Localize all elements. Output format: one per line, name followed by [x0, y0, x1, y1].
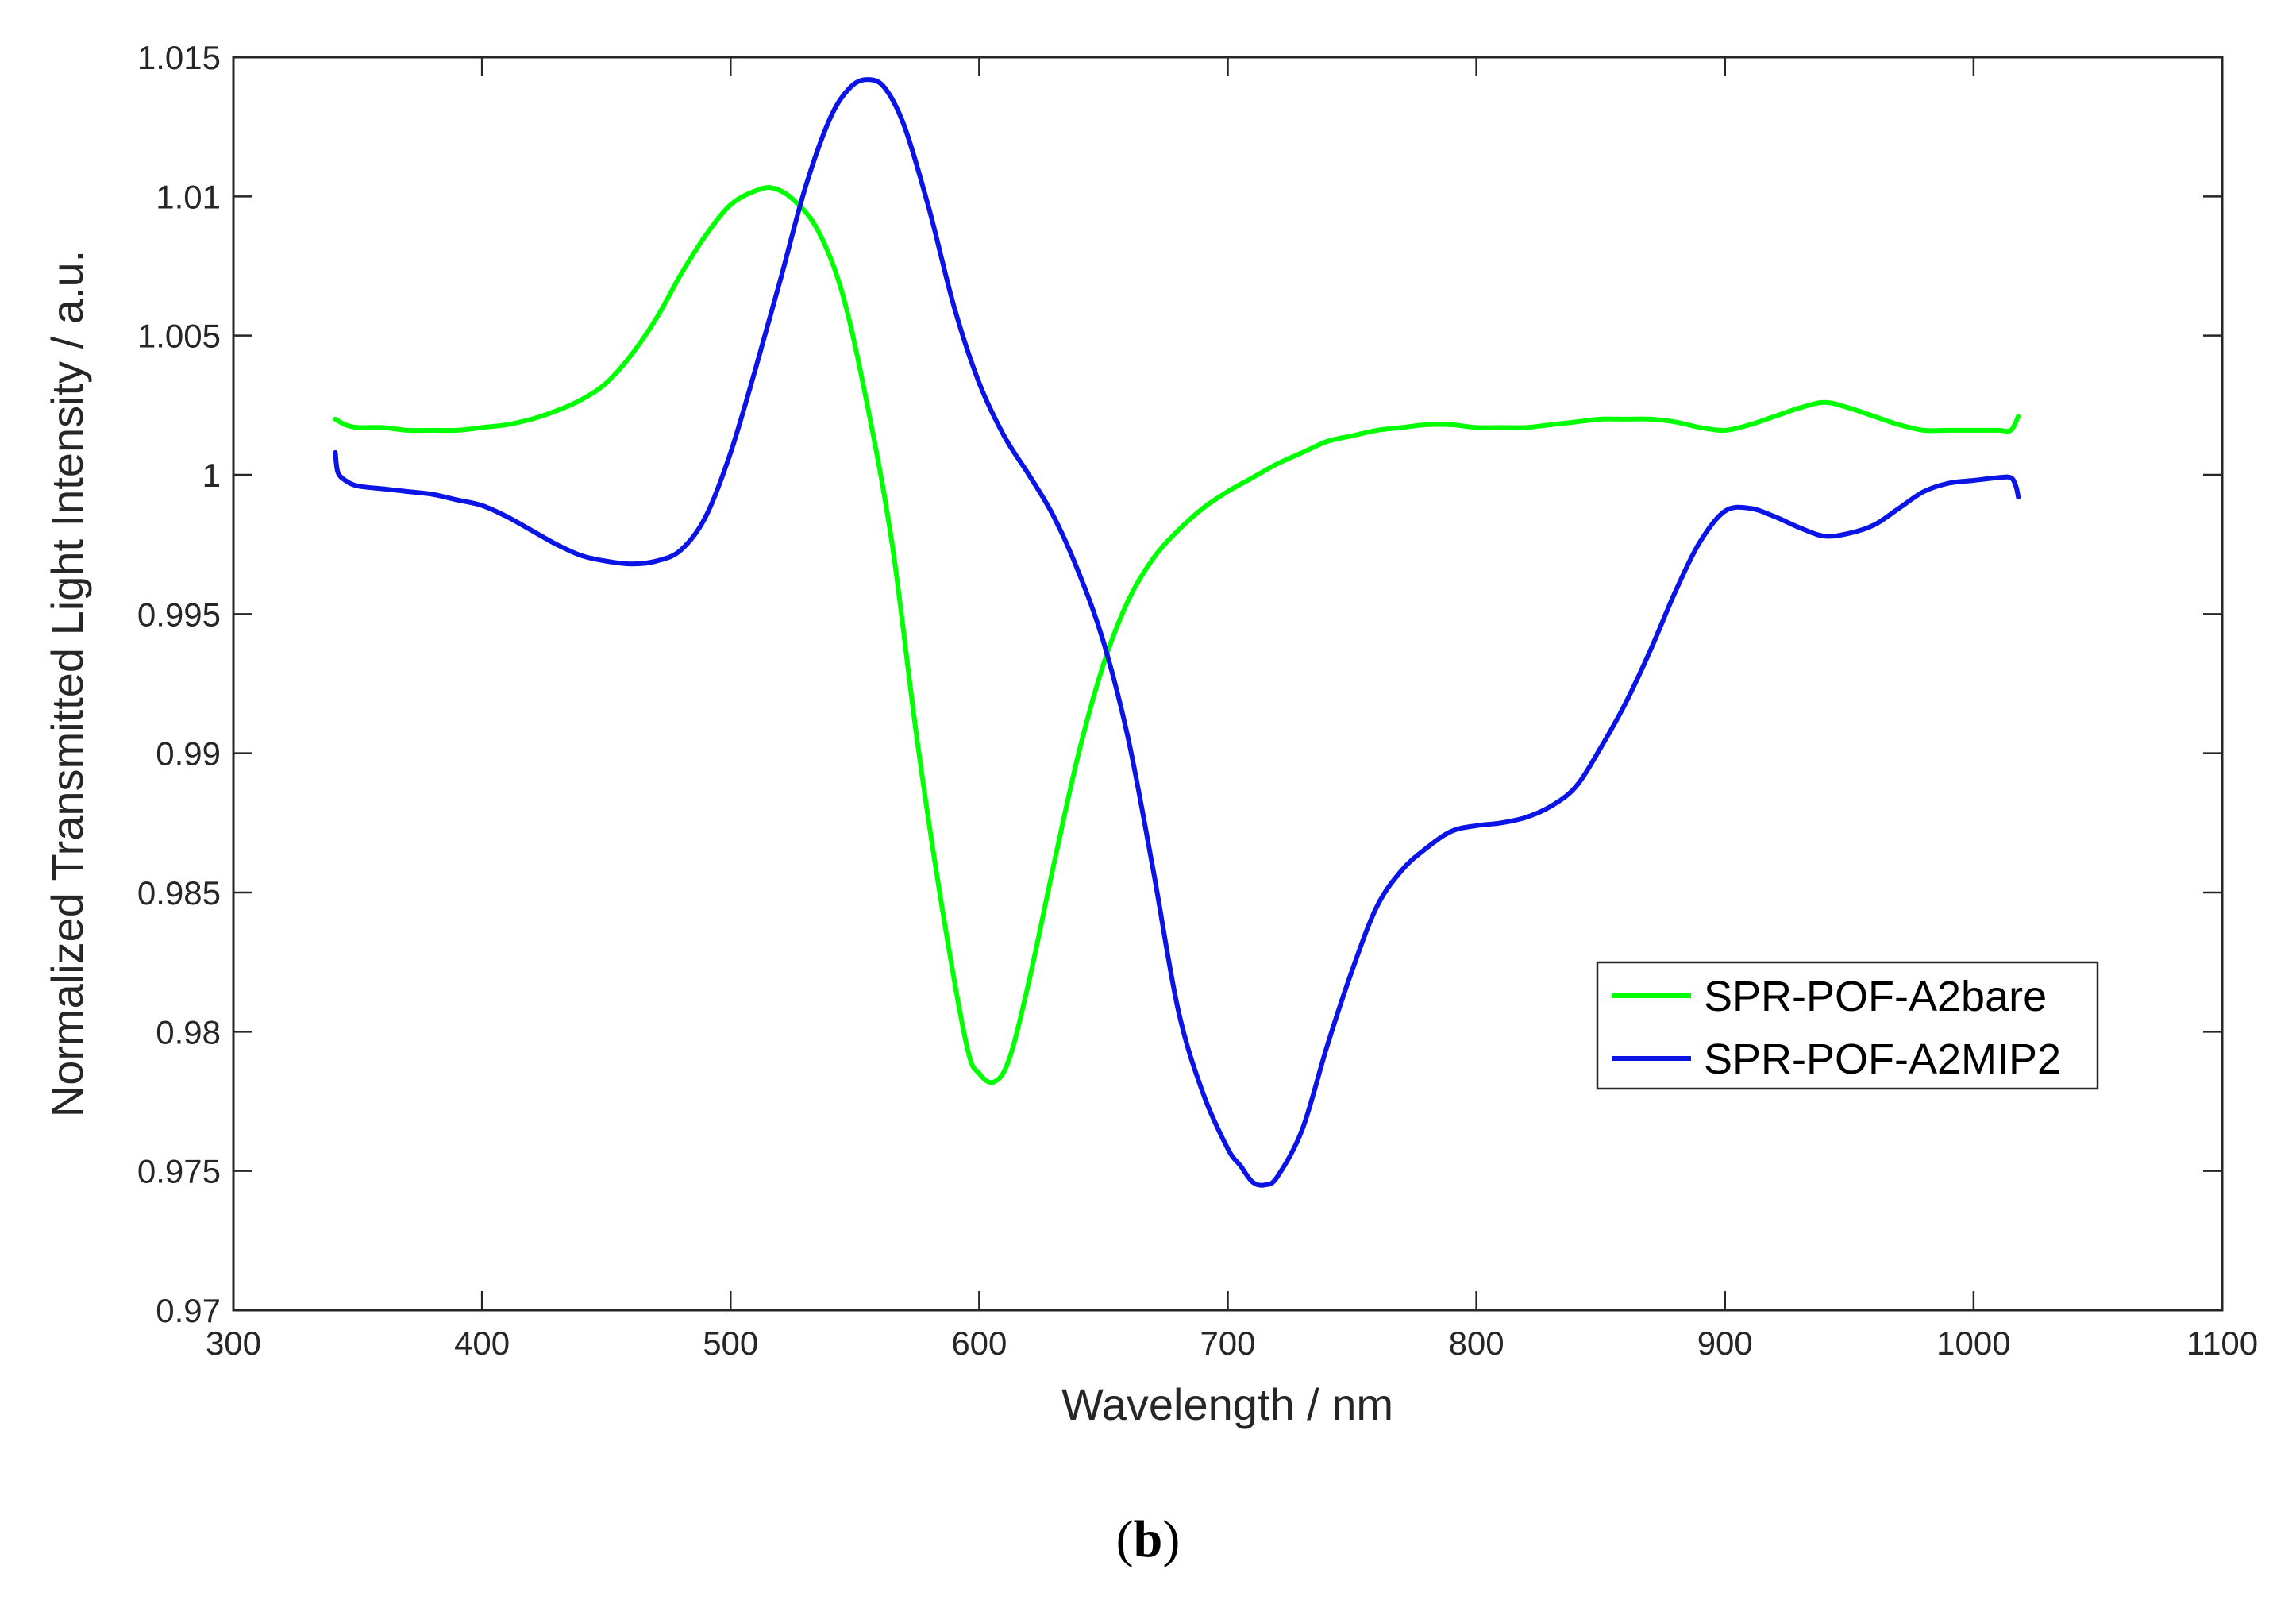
series-lines — [333, 77, 2021, 1188]
axes-box — [232, 56, 2224, 1312]
y-tick-label-0.98: 0.98 — [156, 1013, 221, 1051]
y-tick-label-1.015: 1.015 — [137, 39, 221, 76]
y-tick-label-0.985: 0.985 — [137, 874, 221, 912]
x-tick-label-300: 300 — [206, 1324, 261, 1362]
x-axis-title: Wavelength / nm — [1061, 1379, 1393, 1429]
figure-caption: (b) — [1116, 1510, 1181, 1568]
y-tick-label-0.97: 0.97 — [156, 1292, 221, 1329]
caption-letter: b — [1134, 1510, 1163, 1568]
plot-area — [232, 56, 2224, 1312]
y-axis-title: Normalized Transmitted Light Intensity /… — [42, 250, 92, 1118]
x-tick-label-800: 800 — [1449, 1324, 1504, 1362]
legend: SPR-POF-A2bare SPR-POF-A2MIP2 — [1596, 961, 2099, 1090]
y-tick-label-0.99: 0.99 — [156, 735, 221, 773]
y-tick-label-1.01: 1.01 — [156, 178, 221, 215]
x-tick-label-500: 500 — [703, 1324, 758, 1362]
caption-close-paren: ) — [1162, 1510, 1180, 1568]
x-tick-label-1000: 1000 — [1936, 1324, 2010, 1362]
y-tick-label-1: 1 — [202, 457, 221, 494]
series-line-a2bare — [333, 185, 2021, 1085]
axis-ticks: 300 400 500 600 700 800 900 1000 1100 0.97 0.975 0.… — [137, 39, 2258, 1362]
x-tick-label-1100: 1100 — [2186, 1324, 2258, 1362]
series-line-a2mip2 — [333, 77, 2021, 1188]
legend-label-a2mip2: SPR-POF-A2MIP2 — [1704, 1035, 2061, 1083]
y-tick-label-0.995: 0.995 — [137, 596, 221, 633]
caption-open-paren: ( — [1116, 1510, 1134, 1568]
x-tick-label-700: 700 — [1200, 1324, 1255, 1362]
x-tick-label-600: 600 — [951, 1324, 1007, 1362]
x-tick-label-400: 400 — [454, 1324, 510, 1362]
y-tick-label-1.005: 1.005 — [137, 318, 221, 355]
y-tick-label-0.975: 0.975 — [137, 1153, 221, 1190]
x-tick-label-900: 900 — [1697, 1324, 1753, 1362]
legend-label-a2bare: SPR-POF-A2bare — [1704, 973, 2047, 1020]
legend-box — [1596, 961, 2099, 1090]
